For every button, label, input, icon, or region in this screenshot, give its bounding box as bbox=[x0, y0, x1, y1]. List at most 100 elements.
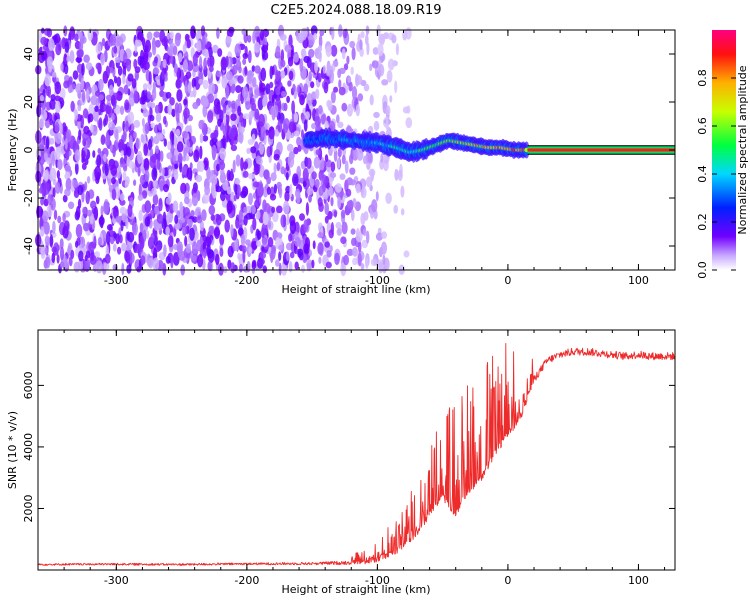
noise-speckle bbox=[158, 122, 162, 131]
noise-speckle bbox=[282, 123, 289, 134]
noise-speckle bbox=[40, 196, 45, 206]
snr-marks bbox=[37, 343, 676, 566]
noise-speckle bbox=[54, 100, 61, 114]
noise-speckle bbox=[74, 210, 80, 221]
noise-speckle bbox=[219, 234, 225, 246]
noise-speckle bbox=[262, 265, 267, 274]
noise-speckle bbox=[39, 94, 45, 102]
noise-speckle bbox=[283, 200, 290, 215]
colorbar-gradient bbox=[712, 30, 736, 270]
noise-speckle bbox=[253, 41, 261, 54]
noise-speckle bbox=[256, 230, 262, 240]
noise-speckle bbox=[286, 95, 290, 103]
noise-speckle bbox=[141, 90, 146, 104]
noise-speckle bbox=[351, 47, 356, 61]
noise-speckle bbox=[64, 165, 72, 172]
noise-speckle bbox=[236, 59, 242, 71]
noise-speckle bbox=[144, 169, 150, 182]
noise-speckle bbox=[203, 57, 208, 71]
noise-speckle bbox=[306, 188, 314, 196]
noise-speckle bbox=[183, 98, 188, 106]
noise-speckle bbox=[226, 71, 233, 81]
noise-speckle bbox=[258, 258, 265, 266]
noise-speckle bbox=[125, 102, 130, 111]
noise-speckle bbox=[351, 246, 358, 257]
noise-speckle bbox=[191, 254, 197, 261]
noise-speckle bbox=[186, 139, 191, 154]
noise-speckle bbox=[252, 181, 260, 188]
noise-speckle bbox=[337, 147, 342, 158]
noise-speckle bbox=[225, 55, 229, 67]
noise-speckle bbox=[173, 63, 178, 74]
noise-speckle bbox=[144, 39, 152, 53]
noise-speckle bbox=[44, 235, 50, 247]
noise-speckle bbox=[362, 155, 368, 165]
colorbar-tick-label: 0.0 bbox=[696, 261, 709, 279]
noise-speckle bbox=[157, 134, 164, 141]
noise-speckle bbox=[56, 254, 60, 264]
noise-speckle bbox=[289, 215, 296, 227]
noise-speckle bbox=[51, 252, 56, 264]
x-tick-label: -300 bbox=[104, 274, 129, 287]
noise-speckle bbox=[300, 27, 308, 41]
noise-speckle bbox=[385, 192, 392, 204]
noise-speckle bbox=[252, 217, 257, 231]
noise-speckle bbox=[296, 191, 301, 205]
noise-speckle bbox=[117, 246, 122, 255]
noise-speckle bbox=[341, 48, 346, 60]
noise-speckle bbox=[389, 95, 393, 103]
noise-speckle bbox=[65, 177, 72, 192]
noise-speckle bbox=[161, 70, 165, 80]
noise-speckle bbox=[324, 241, 331, 248]
noise-speckle bbox=[159, 150, 164, 162]
noise-speckle bbox=[292, 173, 299, 187]
noise-speckle bbox=[304, 237, 311, 251]
noise-speckle bbox=[305, 111, 310, 120]
noise-speckle bbox=[394, 168, 399, 181]
noise-speckle bbox=[302, 254, 308, 264]
noise-speckle bbox=[317, 72, 322, 83]
noise-speckle bbox=[338, 25, 343, 38]
noise-speckle bbox=[100, 205, 104, 217]
noise-speckle bbox=[184, 155, 190, 162]
noise-speckle bbox=[184, 110, 188, 125]
noise-speckle bbox=[219, 147, 227, 160]
noise-speckle bbox=[275, 69, 280, 82]
noise-speckle bbox=[113, 232, 117, 239]
noise-speckle bbox=[273, 104, 279, 118]
noise-speckle bbox=[262, 28, 270, 38]
noise-speckle bbox=[324, 154, 329, 163]
noise-speckle bbox=[237, 227, 244, 236]
noise-speckle bbox=[222, 102, 227, 115]
carrier-peak bbox=[527, 148, 675, 152]
noise-speckle bbox=[119, 193, 125, 202]
noise-speckle bbox=[191, 241, 198, 255]
noise-speckle bbox=[276, 162, 281, 172]
noise-speckle bbox=[177, 152, 183, 164]
noise-speckle bbox=[68, 201, 75, 210]
noise-speckle bbox=[173, 168, 179, 181]
noise-speckle bbox=[209, 65, 214, 73]
noise-speckle bbox=[262, 96, 267, 108]
noise-speckle bbox=[207, 46, 213, 58]
noise-speckle bbox=[141, 190, 148, 199]
noise-speckle bbox=[162, 59, 167, 69]
noise-speckle bbox=[70, 100, 75, 112]
noise-speckle bbox=[328, 186, 334, 197]
noise-speckle bbox=[119, 105, 125, 116]
noise-speckle bbox=[134, 243, 142, 254]
noise-speckle bbox=[180, 182, 187, 195]
noise-speckle bbox=[314, 48, 320, 56]
noise-speckle bbox=[59, 246, 65, 261]
noise-speckle bbox=[213, 129, 219, 138]
noise-speckle bbox=[62, 194, 68, 203]
noise-speckle bbox=[366, 42, 370, 56]
noise-speckle bbox=[171, 132, 175, 145]
noise-speckle bbox=[50, 167, 57, 182]
noise-speckle bbox=[385, 105, 391, 116]
noise-speckle bbox=[278, 262, 282, 276]
y-tick-label: 20 bbox=[22, 95, 35, 109]
noise-speckle bbox=[349, 153, 354, 165]
noise-speckle bbox=[126, 264, 132, 274]
noise-speckle bbox=[65, 129, 72, 143]
